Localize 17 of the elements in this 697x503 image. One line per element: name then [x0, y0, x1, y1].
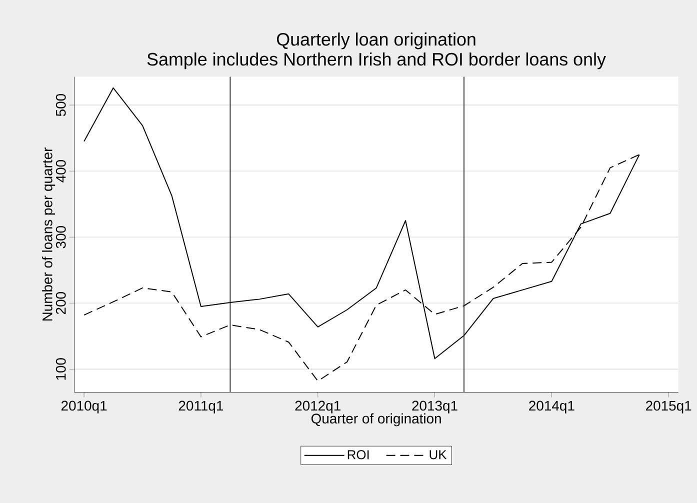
x-tick-label: 2011q1	[178, 400, 224, 414]
x-tick-label: 2014q1	[529, 400, 574, 414]
x-tick-label: 2010q1	[61, 400, 107, 414]
y-tick-label: 500	[56, 94, 66, 116]
legend-label: ROI	[348, 450, 369, 460]
x-tick-label: 2013q1	[412, 400, 458, 414]
y-axis-title: Number of loans per quarter	[42, 148, 56, 321]
chart-title: Quarterly loan origination	[276, 32, 476, 50]
x-tick-label: 2012q1	[295, 400, 340, 414]
y-tick-label: 300	[56, 226, 66, 248]
y-tick-label: 100	[56, 358, 66, 380]
y-tick-label: 200	[56, 292, 66, 314]
y-tick-label: 400	[56, 160, 66, 182]
chart-subtitle: Sample includes Northern Irish and ROI border loans only	[147, 52, 606, 70]
legend-label: UK	[430, 450, 447, 460]
x-tick-label: 2015q1	[646, 400, 692, 414]
x-axis-title: Quarter of origination	[311, 413, 441, 426]
